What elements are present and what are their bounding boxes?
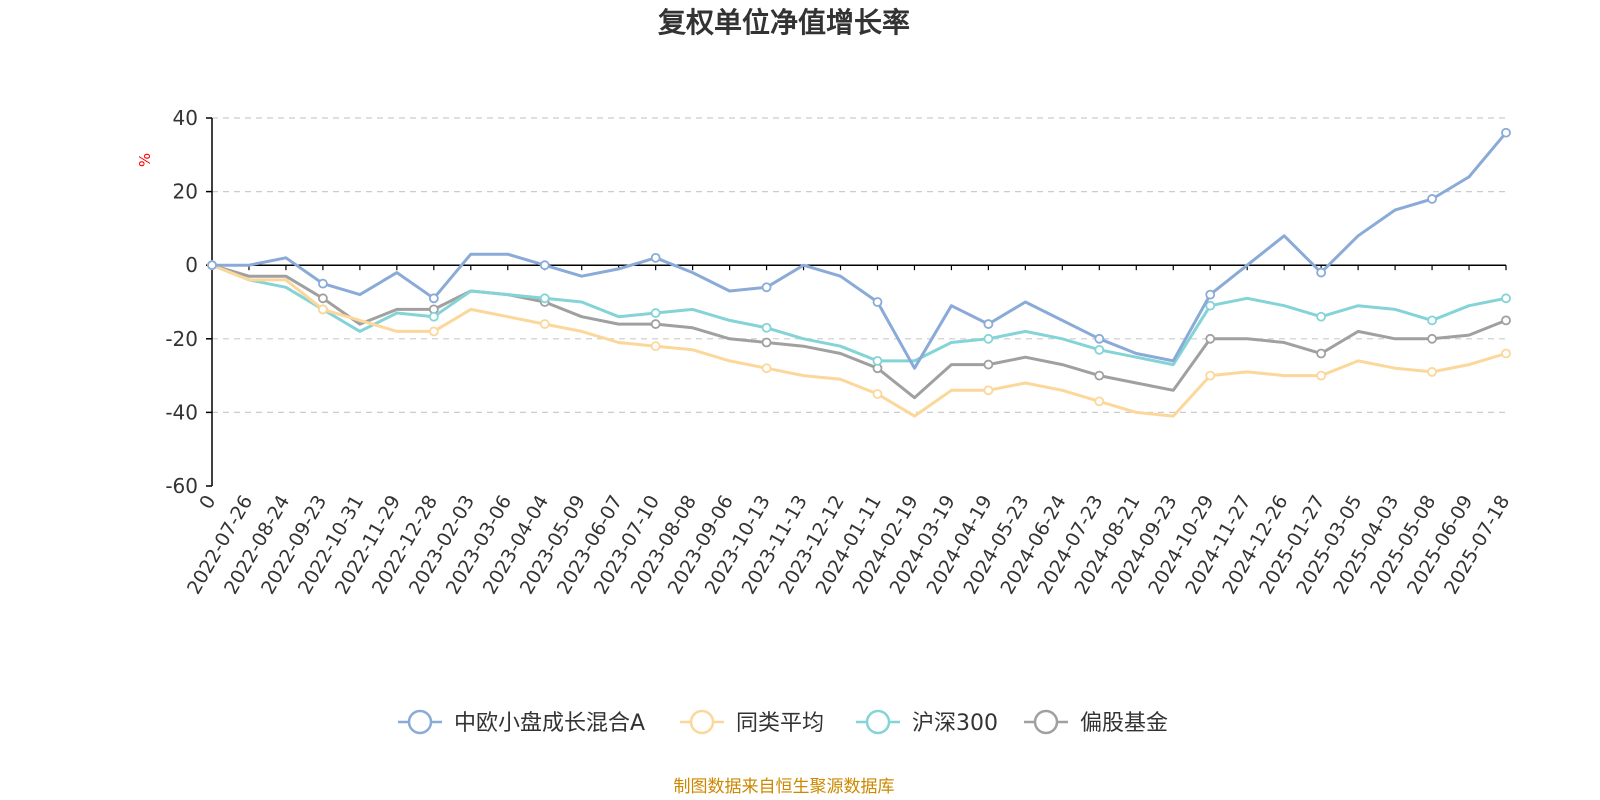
legend-label: 偏股基金	[1080, 711, 1168, 736]
y-tick-label: 40	[173, 106, 198, 130]
series-point	[1427, 194, 1437, 204]
series-point	[318, 304, 328, 315]
series-point	[539, 293, 550, 304]
series-point	[1501, 293, 1511, 304]
series-point	[318, 293, 328, 304]
series-point	[761, 363, 772, 374]
legend-marker	[689, 709, 715, 735]
series-point	[650, 308, 661, 318]
series-point	[872, 297, 883, 307]
series-point	[761, 337, 772, 348]
legend-label: 中欧小盘成长混合A	[454, 711, 645, 736]
series-line	[211, 263, 1507, 400]
series-point	[1094, 370, 1105, 381]
series-point	[983, 385, 994, 396]
series-point	[761, 322, 772, 333]
y-tick-label: -20	[165, 327, 198, 351]
series-point	[539, 319, 550, 329]
series-point	[1316, 267, 1327, 278]
series-point	[1094, 333, 1105, 344]
series-point	[872, 389, 883, 399]
series-point	[428, 326, 439, 337]
y-tick-label: 0	[185, 253, 198, 277]
series-point	[1094, 344, 1105, 355]
series-point	[1427, 333, 1437, 344]
series-point	[761, 282, 772, 293]
series-point	[1205, 289, 1216, 300]
series-point	[983, 333, 994, 344]
series-point	[1316, 311, 1327, 322]
series-line	[212, 131, 1508, 370]
series-point	[428, 293, 439, 304]
legend-label: 沪深300	[912, 711, 998, 736]
x-tick-label: 0	[195, 492, 220, 513]
series-point	[983, 359, 994, 370]
series-point	[428, 311, 439, 322]
series-point	[1205, 333, 1216, 344]
series-point	[539, 260, 550, 271]
series-point	[872, 355, 883, 366]
legend-marker	[865, 709, 891, 735]
series-point	[650, 341, 661, 352]
series-point	[1501, 127, 1511, 138]
series-point	[1316, 348, 1327, 359]
series-lines	[207, 127, 1511, 418]
series-line	[211, 263, 1507, 418]
series-point	[1427, 367, 1437, 377]
y-axis-unit: %	[136, 153, 154, 167]
series-point	[1094, 396, 1105, 407]
series-point	[318, 278, 328, 289]
series-point	[650, 319, 661, 329]
series-point	[1427, 315, 1437, 326]
legend-marker	[407, 709, 433, 735]
series-point	[1501, 315, 1511, 326]
series-point	[650, 252, 661, 263]
legend-marker	[1033, 709, 1059, 735]
series-point	[1501, 348, 1511, 359]
legend: 中欧小盘成长混合A 同类平均 沪深300 偏股基金	[398, 709, 1168, 736]
series-point	[983, 319, 994, 329]
series-line	[211, 263, 1507, 367]
source-note: 制图数据来自恒生聚源数据库	[674, 777, 895, 797]
chart-title: 复权单位净值增长率	[658, 6, 910, 39]
series-point	[1316, 370, 1327, 381]
y-tick-label: -40	[165, 400, 198, 424]
legend-label: 同类平均	[736, 711, 824, 736]
series-point	[207, 260, 217, 271]
y-tick-label: -60	[165, 474, 198, 498]
grid-lines	[212, 117, 1506, 413]
y-tick-label: 20	[173, 180, 198, 204]
series-point	[1205, 300, 1216, 311]
series-point	[1205, 370, 1216, 381]
